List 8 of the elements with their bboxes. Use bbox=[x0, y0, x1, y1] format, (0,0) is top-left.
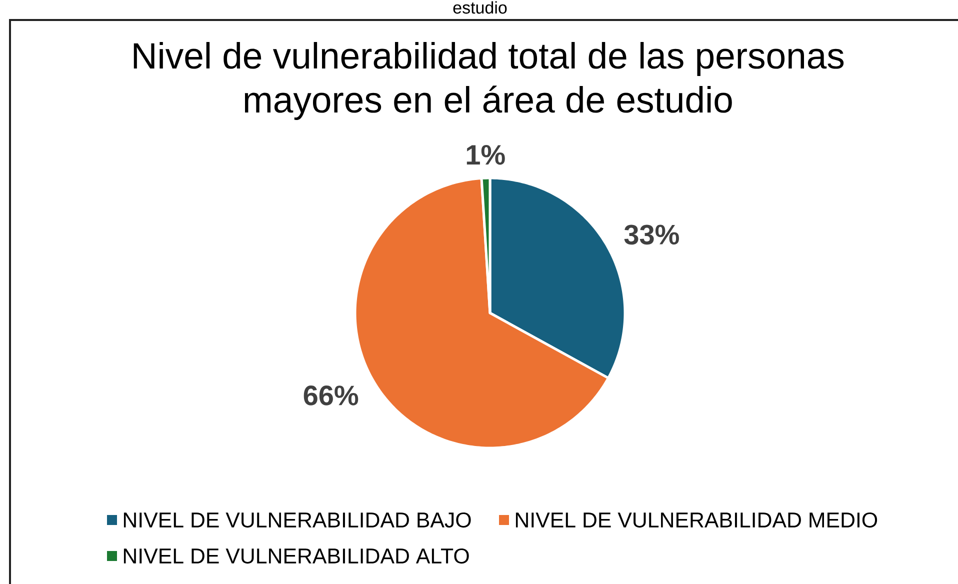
data-label: 33% bbox=[624, 224, 679, 245]
data-label: 1% bbox=[466, 145, 505, 165]
data-label: 66% bbox=[304, 386, 358, 406]
text: estudio bbox=[453, 1, 507, 14]
legend-label: NIVEL DE VULNERABILIDAD ALTO bbox=[124, 548, 469, 564]
chart-title: Nivel de vulnerabilidad total de las personas mayores en el área de estudio bbox=[134, 42, 844, 120]
legend-label: NIVEL DE VULNERABILIDAD MEDIO bbox=[516, 512, 878, 528]
legend-label: NIVEL DE VULNERABILIDAD BAJO bbox=[124, 512, 471, 528]
